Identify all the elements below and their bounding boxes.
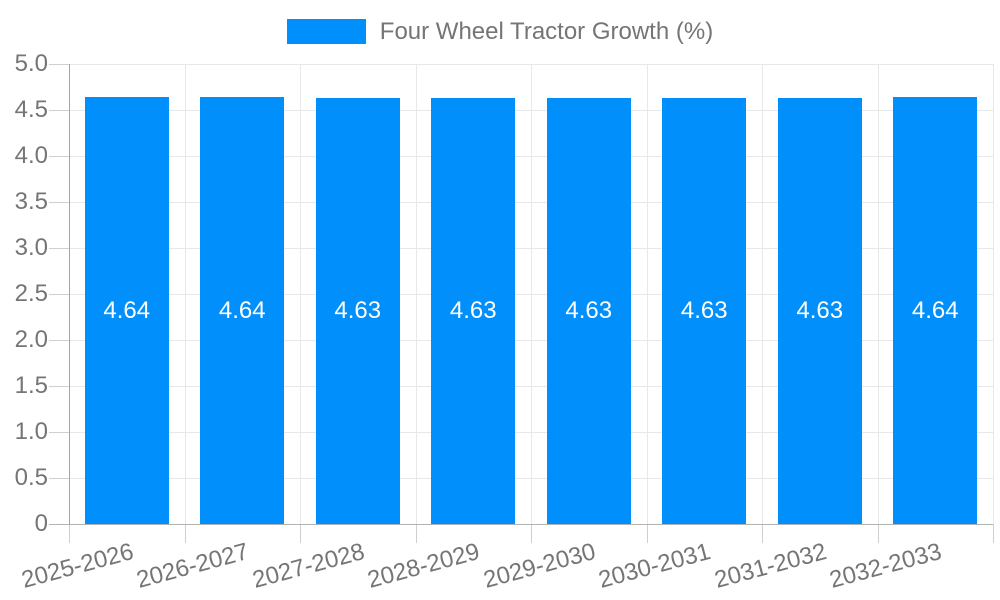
legend-label: Four Wheel Tractor Growth (%) (379, 17, 714, 45)
y-axis-tick (49, 202, 69, 203)
legend-swatch-icon (286, 19, 366, 44)
x-axis-label: 2027-2028 (249, 538, 368, 594)
y-axis-label: 0.5 (14, 464, 48, 491)
x-axis-line (49, 524, 993, 525)
y-axis-tick (49, 386, 69, 387)
x-gridline (993, 64, 994, 524)
x-axis-label: 2030-2031 (596, 538, 714, 594)
bar[interactable] (84, 97, 169, 524)
y-axis-tick (49, 248, 69, 249)
y-axis-label: 1.5 (14, 372, 48, 399)
x-gridline (646, 64, 648, 524)
x-axis-label: 2031-2032 (711, 538, 830, 594)
y-axis-line (69, 64, 70, 524)
y-axis-label: 2.0 (14, 326, 48, 353)
y-axis-label: 4.5 (14, 96, 48, 123)
bar-value-label: 4.63 (334, 297, 382, 325)
bar-value-label: 4.64 (911, 296, 959, 324)
x-axis-tick (184, 524, 186, 543)
bar[interactable] (200, 97, 285, 524)
x-axis-tick (762, 524, 763, 543)
y-axis-label: 4.0 (14, 142, 48, 169)
bar[interactable] (315, 98, 400, 524)
y-axis-tick (49, 340, 69, 341)
x-axis-label: 2025-2026 (18, 538, 137, 594)
x-axis-tick (877, 524, 879, 543)
bar-value-label: 4.64 (103, 296, 151, 324)
bar[interactable] (662, 98, 747, 524)
x-axis-tick (646, 524, 648, 543)
y-axis-label: 0 (34, 510, 48, 537)
x-gridline (415, 64, 417, 524)
x-axis-tick (993, 524, 994, 543)
y-axis-tick (49, 156, 69, 157)
bar[interactable] (893, 97, 978, 524)
y-axis-label: 3.5 (14, 188, 48, 215)
x-axis-tick (300, 524, 301, 543)
y-axis-label: 3.0 (14, 234, 48, 261)
x-axis-label: 2026-2027 (134, 538, 252, 594)
y-axis-label: 2.5 (14, 280, 48, 307)
x-axis-tick (531, 524, 532, 543)
x-axis-label: 2029-2030 (480, 538, 599, 594)
bar-value-label: 4.63 (680, 297, 728, 325)
y-axis-tick (49, 478, 69, 479)
y-axis-label: 5.0 (14, 50, 48, 77)
x-axis-tick (415, 524, 417, 543)
x-gridline (300, 64, 301, 524)
bar[interactable] (546, 98, 631, 524)
bar-value-label: 4.63 (796, 297, 844, 325)
bar-value-label: 4.64 (218, 296, 266, 324)
bar-value-label: 4.63 (449, 297, 497, 325)
bar[interactable] (777, 98, 862, 524)
y-axis-tick (49, 110, 69, 111)
x-axis-label: 2032-2033 (827, 538, 945, 594)
x-gridline (762, 64, 763, 524)
x-gridline (184, 64, 186, 524)
x-axis-label: 2028-2029 (365, 538, 483, 594)
y-axis-tick (49, 294, 69, 295)
legend-item[interactable]: Four Wheel Tractor Growth (%) (0, 19, 1000, 44)
bar[interactable] (431, 98, 516, 524)
x-gridline (531, 64, 532, 524)
x-axis-tick (69, 524, 70, 543)
x-gridline (877, 64, 879, 524)
y-axis-label: 1.0 (14, 418, 48, 445)
y-axis-tick (49, 432, 69, 433)
bar-value-label: 4.63 (565, 297, 613, 325)
y-axis-tick (49, 64, 69, 65)
